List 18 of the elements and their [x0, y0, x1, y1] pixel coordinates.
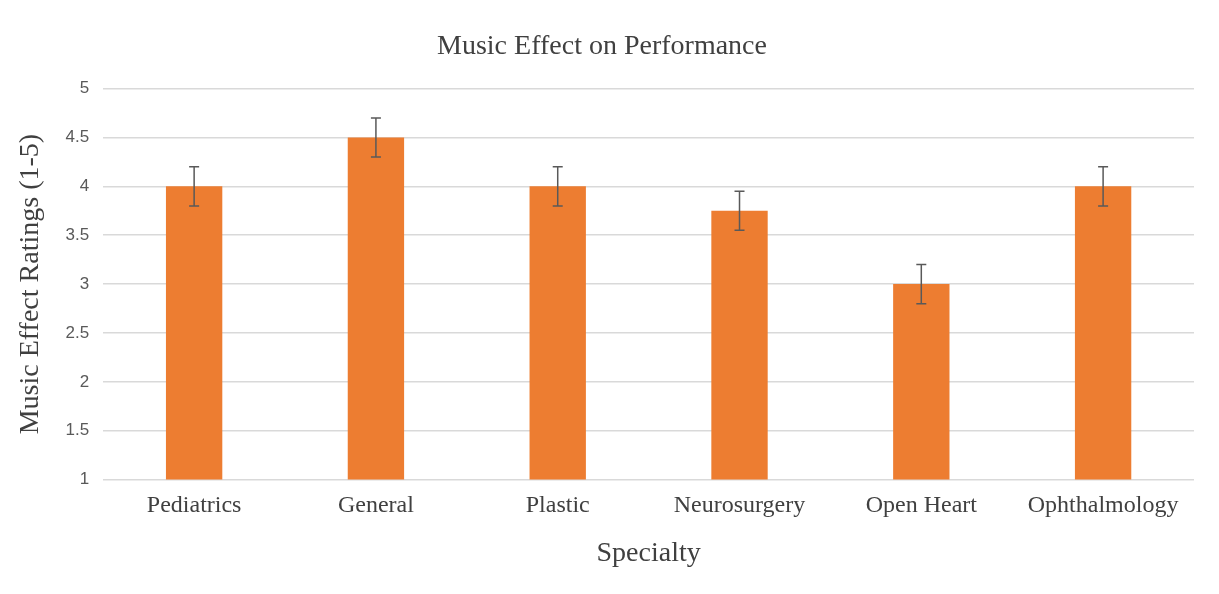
x-tick-label: Plastic [525, 491, 590, 518]
y-tick-label: 2 [79, 371, 90, 391]
x-axis-title: Specialty [596, 535, 701, 567]
x-tick-label: Open Heart [865, 491, 978, 518]
y-tick-label: 4 [79, 176, 90, 196]
x-tick-label: General [337, 491, 415, 518]
y-tick-label: 4.5 [65, 127, 90, 147]
x-tick-label: Ophthalmology [1027, 491, 1179, 518]
y-tick-label: 1.5 [65, 420, 90, 440]
y-tick-label: 1 [79, 469, 90, 489]
y-tick-label: 5 [79, 78, 90, 98]
y-tick-label: 3.5 [65, 224, 90, 244]
chart-title: Music Effect on Performance [437, 29, 767, 61]
y-tick-label: 3 [79, 273, 90, 293]
x-tick-label: Pediatrics [146, 491, 242, 518]
y-axis-title: Music Effect Ratings (1-5) [13, 133, 45, 435]
x-tick-label: Neurosurgery [673, 491, 806, 518]
y-tick-label: 2.5 [65, 322, 90, 342]
